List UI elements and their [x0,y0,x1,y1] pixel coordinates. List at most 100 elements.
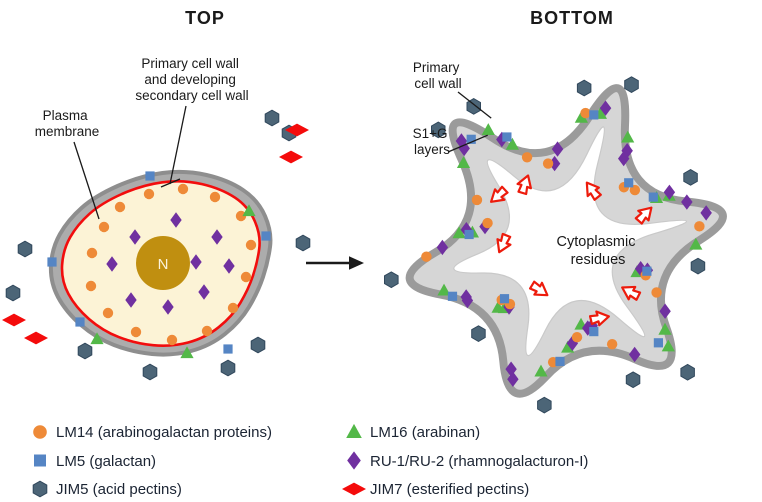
lm14-marker [102,307,114,319]
arrow-head [349,256,364,270]
legend-label-jim5: JIM5 (acid pectins) [56,481,182,498]
lm5-marker [589,110,599,120]
jim5-marker [17,240,33,258]
ru1-ru2-marker [628,346,641,363]
lm5-marker [624,178,634,188]
ru1-ru2-marker [663,184,676,200]
lm5-marker [261,231,271,241]
cytoplasmic-residue-icon [528,280,549,297]
jim7-marker [279,150,303,164]
primary-cell-wall-label: Primary cell wall [413,60,463,91]
plasma-membrane-leader-line [73,141,100,220]
lm5-marker [648,192,658,202]
ru1-ru2-marker [455,133,468,149]
lm16-marker [456,156,471,168]
lm5-marker [589,327,599,337]
jim5-marker [220,359,236,377]
lm14-marker [98,221,110,233]
lm16-marker [658,322,672,335]
lm16-marker [505,137,519,150]
lm5-marker [653,338,663,348]
lm14-marker [571,332,583,343]
lm16-marker [180,346,194,359]
jim5-marker [690,257,706,275]
jim5-marker [680,363,695,381]
jim7-marker [285,123,309,137]
jim5-marker [77,342,93,360]
lm14-marker [177,183,189,195]
lm16-marker [574,110,588,123]
legend-label-jim7: JIM7 (esterified pectins) [370,481,529,498]
s1g-layers-label: S1+G layers [413,126,452,157]
ru1-ru2-marker [223,258,235,274]
ru1-ru2-marker [548,155,561,172]
lm14-marker [130,326,142,338]
lm14-marker [629,184,641,196]
lm14-marker [606,338,618,350]
jim5-marker [384,271,399,289]
lm14-marker [651,287,662,298]
jim5-marker [5,284,21,302]
top-view-cell: N [2,109,311,381]
transition-arrow [306,256,364,270]
lm14-marker [209,191,221,203]
cytoplasmic-residue-icon [588,310,610,327]
ru1-ru2-marker [681,194,693,210]
legend-label-lm14: LM14 (arabinogalactan proteins) [56,424,272,441]
lm14-marker [227,302,239,314]
jim7-marker [2,313,26,327]
ru1-ru2-marker [659,303,671,319]
legend-label-lm5: LM5 (galactan) [56,453,156,470]
lm16-marker [452,226,466,239]
lm5-marker [502,132,512,142]
lm16-marker [661,339,675,352]
lm5-marker [75,317,85,327]
lm14-marker [421,251,432,262]
lm5-marker [464,229,474,240]
plasma-membrane-label: Plasma membrane [35,108,100,139]
cytoplasm-area [453,126,688,357]
ru1-ru2-marker [106,256,118,272]
annotations: Primary cell wall and developing seconda… [35,56,636,268]
ru1-ru2-marker [621,143,633,159]
ru1-ru2-marker [125,292,137,308]
lm5-marker [499,294,510,304]
cytoplasmic-residue-icon [496,232,512,254]
lm14-marker [694,221,705,232]
lm14-marker [240,271,252,283]
lm16-marker [621,130,635,143]
legend: LM14 (arabinogalactan proteins) LM5 (gal… [32,423,588,498]
jim5-marker [250,336,266,354]
bottom-view-cell [384,76,727,414]
cytoplasmic-residue-icon [490,185,509,203]
s1g-layers-leader-line [447,134,488,153]
ru1-ru2-marker [599,100,612,116]
lm16-marker [561,340,575,353]
lm14-marker [235,210,247,222]
legend-label-lm16: LM16 (arabinan) [370,424,480,441]
jim5-marker [625,371,641,389]
ru1-ru2-marker [507,371,519,387]
lm16-marker [534,364,548,377]
ru1-ru2-marker [211,229,223,245]
jim5-marker [471,325,486,342]
lm14-marker [114,201,126,213]
cytoplasmic-residue-icon [516,174,532,196]
lm5-marker [642,266,652,276]
ru1-ru2-marker [700,205,712,221]
ru1-ru2-marker [347,451,361,470]
lm14-marker [143,188,155,200]
lm14-marker [33,425,47,439]
lm5-marker [223,344,233,354]
lm14-marker [166,334,178,346]
ru1-ru2-marker [505,361,517,377]
lm14-marker [482,217,493,229]
ru1-ru2-marker [162,299,174,315]
lm5-marker [145,171,155,181]
lm16-marker [90,332,104,345]
nucleus-label: N [158,256,169,273]
jim5-marker [624,76,639,93]
lm16-marker [437,283,451,296]
lm14-marker [471,194,483,206]
